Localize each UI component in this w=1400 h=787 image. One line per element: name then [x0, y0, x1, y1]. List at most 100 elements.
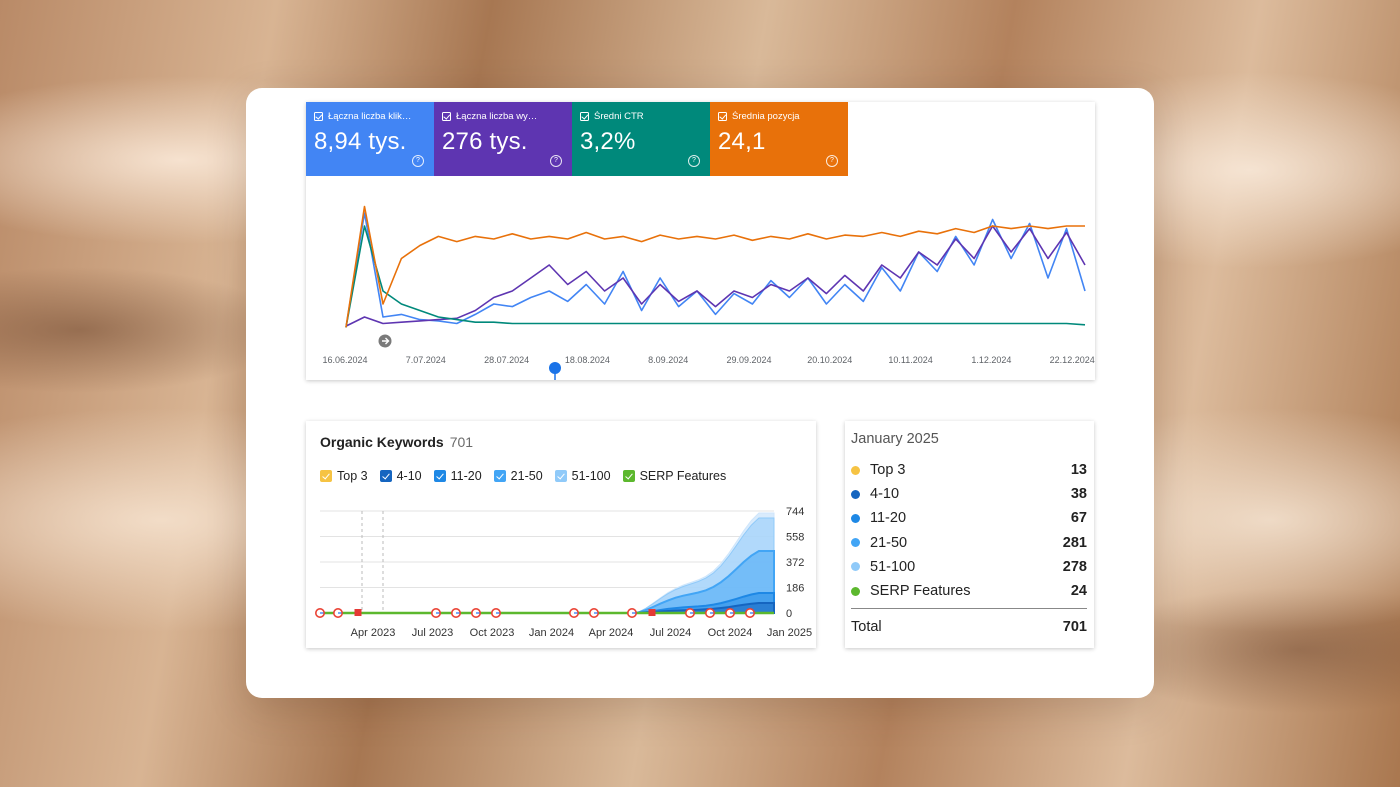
legend-item[interactable]: 21-50 — [493, 469, 543, 483]
summary-total-row: Total 701 — [851, 619, 1087, 635]
checkbox-icon[interactable] — [314, 112, 323, 121]
metric-value: 3,2% — [580, 128, 636, 155]
google-update-icon[interactable] — [724, 608, 735, 619]
x-tick-label: 10.11.2024 — [888, 355, 932, 365]
y-tick-label: 372 — [786, 557, 804, 569]
checkbox-icon[interactable] — [580, 112, 589, 121]
checkbox-icon[interactable] — [442, 112, 451, 121]
legend-label: 21-50 — [510, 469, 543, 483]
color-dot-icon — [851, 513, 860, 523]
legend-item[interactable]: 4-10 — [379, 469, 422, 483]
x-tick-label: Jan 2024 — [529, 627, 574, 639]
x-tick-label: Apr 2024 — [589, 627, 634, 639]
row-value: 38 — [1070, 486, 1087, 503]
google-update-icon[interactable] — [704, 608, 715, 619]
organic-keywords-panel: Organic Keywords 701 Top 3 4-10 11-20 21-50 5… — [306, 421, 816, 648]
x-tick-label: Jul 2024 — [650, 627, 692, 639]
google-update-icon[interactable] — [588, 608, 599, 619]
checkbox-icon[interactable] — [554, 470, 567, 482]
row-label: 51-100 — [870, 558, 916, 575]
help-icon[interactable]: ? — [550, 155, 562, 167]
row-label: 4-10 — [870, 486, 900, 503]
total-value: 701 — [1062, 619, 1087, 635]
help-icon[interactable]: ? — [826, 155, 838, 167]
checkbox-icon[interactable] — [379, 470, 392, 482]
legend-item[interactable]: Top 3 — [320, 469, 368, 483]
google-update-icon[interactable] — [744, 608, 755, 619]
checkbox-icon[interactable] — [433, 470, 446, 482]
metric-card-impressions[interactable]: Łączna liczba wy… 276 tys. ? — [434, 102, 572, 176]
google-update-icon[interactable] — [332, 608, 343, 619]
checkbox-icon[interactable] — [320, 470, 332, 482]
google-update-icon[interactable] — [684, 608, 695, 619]
performance-line-chart: 16.06.2024 7.07.2024 28.07.2024 18.08.2024 8… — [322, 205, 1095, 380]
color-dot-icon — [851, 538, 860, 548]
total-label: Total — [851, 619, 882, 635]
summary-month: January 2025 — [851, 431, 939, 447]
google-update-icon[interactable] — [491, 608, 502, 619]
flag-icon[interactable] — [354, 609, 362, 616]
metric-label: Łączna liczba wy… — [456, 111, 538, 122]
title-text: Organic Keywords — [320, 434, 444, 450]
summary-rows: Top 3 13 4-10 38 11-20 67 21-50 281 51-100 278 SER… — [851, 458, 1087, 603]
divider — [851, 608, 1087, 609]
checkbox-icon[interactable] — [622, 470, 635, 482]
y-tick-label: 0 — [786, 608, 792, 620]
google-update-icon[interactable] — [431, 608, 442, 619]
row-label: 21-50 — [870, 534, 908, 551]
google-update-icon[interactable] — [315, 608, 325, 619]
google-update-icon[interactable] — [568, 608, 579, 619]
date-slider-handle[interactable] — [549, 362, 561, 374]
legend-item[interactable]: SERP Features — [622, 469, 727, 483]
checkbox-icon[interactable] — [493, 470, 506, 482]
metric-card-position[interactable]: Średnia pozycja 24,1 ? — [710, 102, 848, 176]
y-tick-label: 186 — [786, 583, 804, 595]
x-tick-label: Jan 2025 — [767, 627, 812, 639]
x-tick-label: 29.09.2024 — [726, 355, 771, 365]
legend-item[interactable]: 11-20 — [433, 469, 482, 483]
y-tick-label: 558 — [786, 532, 804, 544]
metric-label: Średni CTR — [594, 111, 644, 122]
metric-value: 276 tys. — [442, 128, 528, 155]
x-tick-label: 18.08.2024 — [565, 355, 610, 365]
x-tick-label: 16.06.2024 — [322, 355, 367, 365]
summary-row: 11-20 67 — [851, 506, 1087, 530]
legend-label: 4-10 — [396, 469, 422, 483]
x-tick-label: 28.07.2024 — [484, 355, 529, 365]
x-tick-label: Oct 2024 — [708, 627, 753, 639]
row-label: 11-20 — [870, 510, 907, 527]
summary-row: SERP Features 24 — [851, 579, 1087, 603]
row-value: 67 — [1070, 510, 1087, 527]
legend-label: SERP Features — [639, 469, 727, 483]
metric-value: 8,94 tys. — [314, 128, 407, 155]
row-value: 24 — [1070, 583, 1087, 600]
series-line-1 — [345, 212, 1086, 328]
x-tick-label: Jul 2023 — [412, 627, 454, 639]
series-line-4 — [345, 205, 1085, 328]
metric-label: Łączna liczba klik… — [328, 111, 412, 122]
search-console-performance-panel: Łączna liczba klik… 8,94 tys. ? Łączna l… — [306, 102, 1095, 380]
color-dot-icon — [851, 586, 860, 596]
metric-card-clicks[interactable]: Łączna liczba klik… 8,94 tys. ? — [306, 102, 434, 176]
x-tick-label: Apr 2023 — [351, 627, 396, 639]
google-update-icon[interactable] — [471, 608, 482, 619]
legend-item[interactable]: 51-100 — [554, 469, 611, 483]
google-update-icon[interactable] — [626, 608, 637, 619]
keywords-summary-panel: January 2025 Top 3 13 4-10 38 11-20 67 21-50 28… — [845, 421, 1094, 648]
row-label: Top 3 — [870, 462, 906, 479]
help-icon[interactable]: ? — [412, 155, 424, 167]
metric-value: 24,1 — [718, 128, 766, 155]
legend-label: 11-20 — [450, 469, 482, 483]
organic-keywords-area-chart: 744 558 372 186 0 Apr 2023 Jul 2023 Oct 2023 Jan… — [315, 506, 812, 639]
checkbox-icon[interactable] — [718, 112, 727, 121]
y-tick-label: 744 — [786, 506, 804, 518]
help-icon[interactable]: ? — [688, 155, 700, 167]
x-tick-label: 8.09.2024 — [648, 355, 688, 365]
metric-card-ctr[interactable]: Średni CTR 3,2% ? — [572, 102, 710, 176]
color-dot-icon — [851, 489, 860, 499]
x-tick-label: Oct 2023 — [470, 627, 515, 639]
row-value: 281 — [1062, 534, 1087, 551]
google-update-icon[interactable] — [451, 608, 462, 619]
organic-keywords-title: Organic Keywords 701 — [320, 434, 473, 450]
flag-icon[interactable] — [648, 609, 656, 616]
